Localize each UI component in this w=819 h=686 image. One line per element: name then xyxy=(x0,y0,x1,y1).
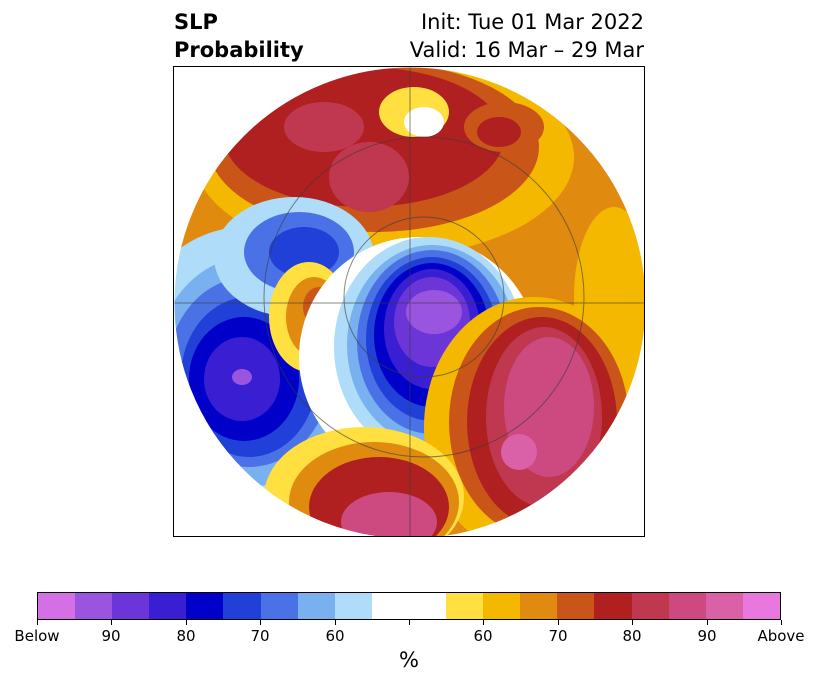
colorbar-tick xyxy=(632,620,633,625)
colorbar-segment xyxy=(483,593,521,619)
colorbar-tick-label: 70 xyxy=(548,627,568,645)
colorbar-tick-label: Below xyxy=(14,627,60,645)
init-date-label: Init: Tue 01 Mar 2022 xyxy=(420,10,644,34)
probability-map xyxy=(173,66,645,537)
map-title-right: Init: Tue 01 Mar 2022 Valid: 16 Mar – 29… xyxy=(410,8,644,64)
map-title-left: SLP Probability xyxy=(174,8,304,64)
colorbar-segment xyxy=(557,593,595,619)
colorbar-segment xyxy=(75,593,113,619)
colorbar-tick-label: 60 xyxy=(325,627,345,645)
probability-field xyxy=(174,67,644,536)
colorbar-tick xyxy=(335,620,336,625)
title-variable: SLP xyxy=(174,10,218,34)
colorbar-tick-label: 90 xyxy=(101,627,121,645)
colorbar-tick-label: 70 xyxy=(250,627,270,645)
colorbar-segment xyxy=(742,593,780,619)
colorbar-segment xyxy=(668,593,706,619)
colorbar-tick xyxy=(37,620,38,625)
colorbar-segment xyxy=(223,593,261,619)
valid-period-label: Valid: 16 Mar – 29 Mar xyxy=(409,38,644,62)
colorbar-segment xyxy=(594,593,632,619)
colorbar-segment xyxy=(446,593,484,619)
colorbar-segment xyxy=(38,593,76,619)
colorbar-tick xyxy=(781,620,782,625)
colorbar-tick-label: 60 xyxy=(473,627,493,645)
colorbar-segment xyxy=(149,593,187,619)
colorbar-tick xyxy=(111,620,112,625)
probability-colorbar xyxy=(37,592,781,620)
colorbar-tick-label: 80 xyxy=(176,627,196,645)
colorbar-segment xyxy=(112,593,150,619)
colorbar-segment xyxy=(186,593,224,619)
colorbar-tick xyxy=(707,620,708,625)
colorbar-segment xyxy=(520,593,558,619)
colorbar-units-label: % xyxy=(399,648,419,672)
colorbar-tick-label: Above xyxy=(757,627,805,645)
colorbar-segment xyxy=(408,593,447,619)
map-canvas xyxy=(174,67,644,536)
colorbar-tick xyxy=(483,620,484,625)
colorbar-tick xyxy=(260,620,261,625)
title-product: Probability xyxy=(174,38,304,62)
colorbar-tick-label: 80 xyxy=(622,627,642,645)
colorbar-segment xyxy=(334,593,372,619)
colorbar-tick xyxy=(409,620,410,625)
colorbar-segment xyxy=(260,593,298,619)
colorbar-tick xyxy=(186,620,187,625)
colorbar-segment xyxy=(705,593,743,619)
colorbar-segment xyxy=(371,593,409,619)
colorbar-segment xyxy=(631,593,669,619)
colorbar-tick xyxy=(558,620,559,625)
colorbar-segment xyxy=(297,593,335,619)
colorbar-tick-label: 90 xyxy=(697,627,717,645)
